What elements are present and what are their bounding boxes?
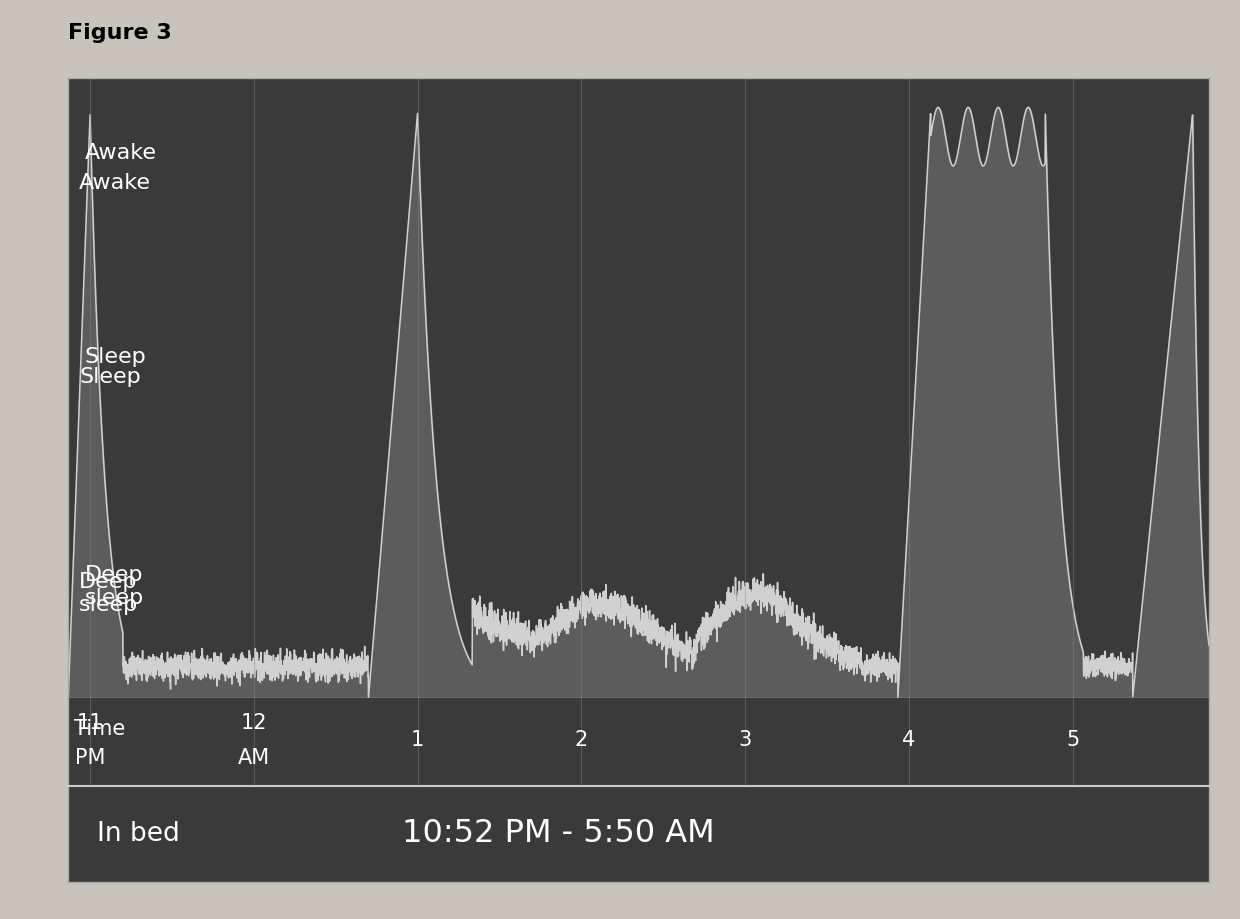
Text: AM: AM xyxy=(238,748,270,767)
Text: Figure 3: Figure 3 xyxy=(68,23,172,43)
Text: 2: 2 xyxy=(574,731,588,750)
Text: In bed: In bed xyxy=(97,821,180,847)
Text: Awake: Awake xyxy=(79,174,151,194)
Text: Sleep: Sleep xyxy=(79,367,141,387)
Text: 12: 12 xyxy=(241,713,267,732)
Text: Awake: Awake xyxy=(84,142,156,163)
Text: PM: PM xyxy=(74,748,105,767)
Text: Deep
sleep: Deep sleep xyxy=(84,565,144,608)
Text: 3: 3 xyxy=(738,731,751,750)
Text: 5: 5 xyxy=(1066,731,1079,750)
Text: 10:52 PM - 5:50 AM: 10:52 PM - 5:50 AM xyxy=(403,819,715,849)
Text: Sleep: Sleep xyxy=(84,347,146,368)
Text: 11: 11 xyxy=(77,713,103,732)
Text: 1: 1 xyxy=(410,731,424,750)
Text: Time: Time xyxy=(73,719,125,739)
Text: 4: 4 xyxy=(903,731,915,750)
Text: Deep
sleep: Deep sleep xyxy=(79,572,139,615)
